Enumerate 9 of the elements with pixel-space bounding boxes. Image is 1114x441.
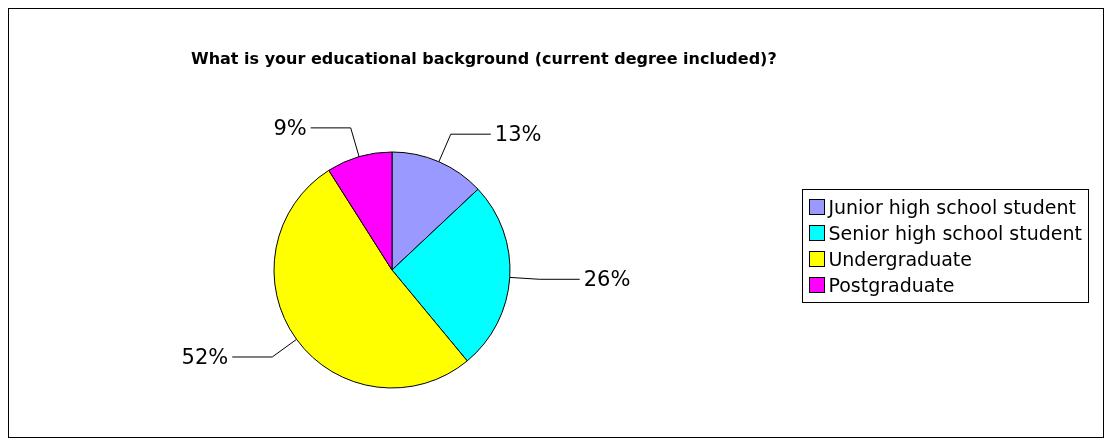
data-label: 52%	[181, 344, 229, 369]
legend-label: Undergraduate	[828, 247, 972, 272]
legend-label: Junior high school student	[828, 195, 1076, 220]
data-label: 13%	[494, 122, 542, 147]
legend-label: Senior high school student	[828, 221, 1082, 246]
legend-label: Postgraduate	[828, 273, 955, 298]
data-label: 9%	[273, 115, 307, 140]
chart-title: What is your educational background (current degree included)?	[191, 49, 777, 68]
data-label: 26%	[583, 267, 631, 292]
